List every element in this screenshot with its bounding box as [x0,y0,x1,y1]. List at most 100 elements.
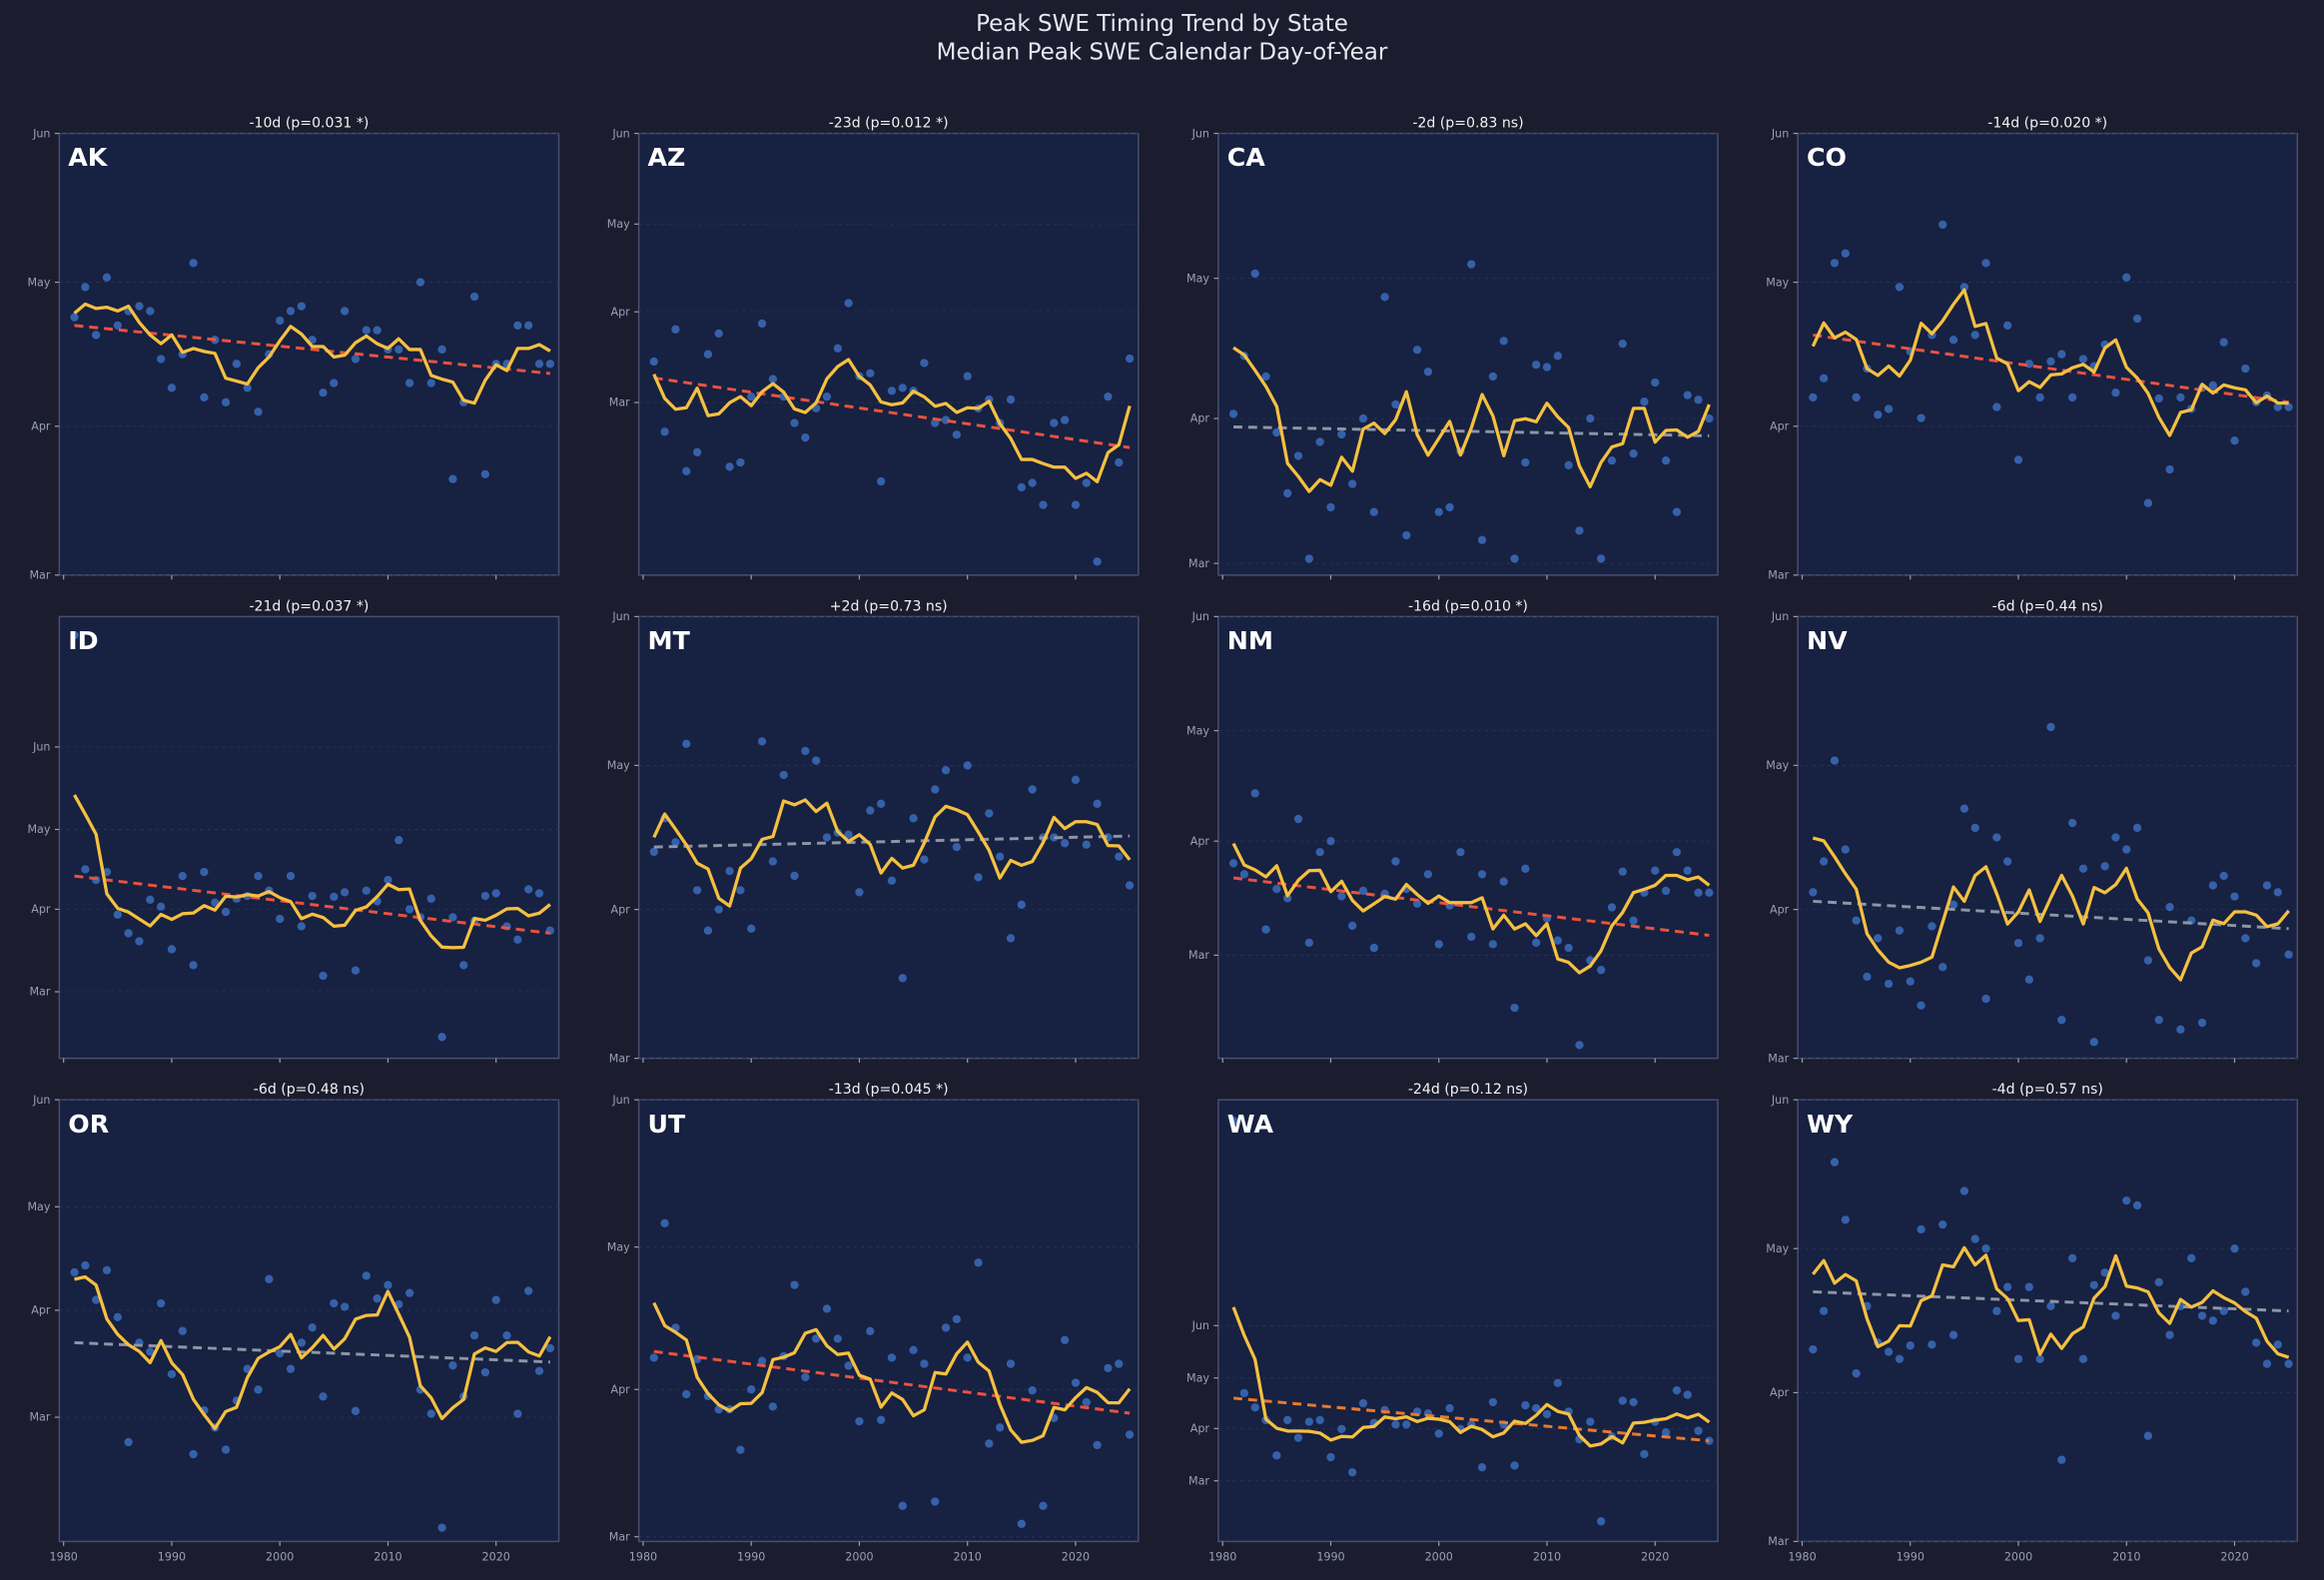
data-point [156,1298,166,1308]
data-point [952,842,962,852]
data-point [1651,866,1660,875]
data-point [308,891,317,901]
data-point [330,379,339,388]
panel-ca: Mar Apr May Jun -2d (p=0.83 ns) CA [1186,116,1719,580]
data-point [1970,331,1979,340]
trend-line [1813,899,2289,931]
data-point [254,407,263,416]
data-point [448,1361,457,1370]
data-point [221,907,231,917]
data-point [340,1302,350,1311]
data-point [866,806,875,815]
data-point [2122,845,2131,854]
data-point [1017,1519,1026,1528]
panel-title: -10d (p=0.031 *) [249,116,369,132]
data-point [308,1323,317,1332]
data-point [2035,934,2044,943]
data-point [1819,1306,1829,1315]
data-point [2035,1354,2044,1363]
data-point [1981,1244,1990,1253]
data-point [1499,337,1508,346]
data-point [1852,393,1861,402]
data-point [2111,388,2120,397]
data-point [1959,1186,1969,1195]
data-point [351,1406,361,1415]
data-point [2241,364,2250,374]
data-point [2013,455,2023,464]
data-point [1618,1396,1627,1405]
data-point [1261,925,1270,934]
data-point [437,345,446,355]
x-tick-label: 2010 [954,1551,982,1564]
data-point [1532,1403,1541,1413]
data-point [660,1218,669,1227]
data-point [1488,1397,1498,1407]
data-point [70,313,79,322]
data-point [1239,1388,1249,1398]
data-point [70,1267,79,1277]
data-point [404,905,414,914]
data-point [1959,283,1969,292]
data-point [178,871,187,881]
state-label: ID [68,626,98,655]
y-tick-label: Jun [1771,1094,1789,1107]
data-point [1412,346,1422,355]
data-point [81,283,90,292]
data-point [779,770,788,780]
data-point [768,857,778,866]
data-point [146,307,155,316]
data-point [2165,464,2174,474]
data-point [276,316,285,326]
data-point [113,910,122,919]
plot-area [1797,132,2299,576]
y-tick-label: Apr [31,1304,51,1317]
data-point [2187,1253,2196,1262]
plot-area [1217,132,1719,576]
data-point [2100,862,2109,871]
x-tick-label: 2020 [1062,1551,1090,1564]
y-tick-label: May [1186,1371,1209,1384]
data-point [1852,916,1861,925]
state-label: UT [648,1110,686,1139]
data-point [1125,1430,1135,1439]
data-point [92,331,101,340]
data-point [491,1295,500,1304]
data-point [1380,293,1389,302]
data-point [725,462,734,471]
data-point [2132,823,2142,833]
data-point [1819,374,1829,383]
data-point [524,1286,533,1295]
x-tick-label: 1980 [1208,1551,1236,1564]
trend-line [74,874,551,935]
data-point [2284,402,2293,411]
data-point [1661,1428,1671,1437]
data-point [725,866,734,876]
data-point [394,835,403,845]
data-point [524,885,533,894]
data-point [1369,943,1378,953]
panel-ut: Mar Apr May Jun 1980 1990 2000 2010 2020 -13d (p=… [607,1082,1140,1564]
data-point [2003,1282,2012,1291]
plot-area [637,615,1140,1060]
data-point [2122,273,2131,282]
data-point [2013,1354,2023,1363]
data-point [931,785,940,794]
data-point [2208,1316,2218,1325]
data-point [1618,340,1627,349]
state-label: NM [1227,626,1273,655]
data-point [135,302,144,311]
data-point [866,369,875,378]
data-point [2262,1359,2272,1368]
data-point [480,469,490,479]
data-point [1071,775,1081,784]
trend-line [653,834,1131,849]
data-point [1917,413,1926,422]
data-point [2251,1338,2261,1347]
data-point [876,1415,886,1424]
data-point [1830,1158,1840,1167]
data-point [426,379,435,388]
data-point [167,384,177,393]
data-point [757,319,767,329]
data-point [319,971,328,981]
panel-mt: Mar Apr May Jun +2d (p=0.73 ns) MT [607,598,1140,1065]
